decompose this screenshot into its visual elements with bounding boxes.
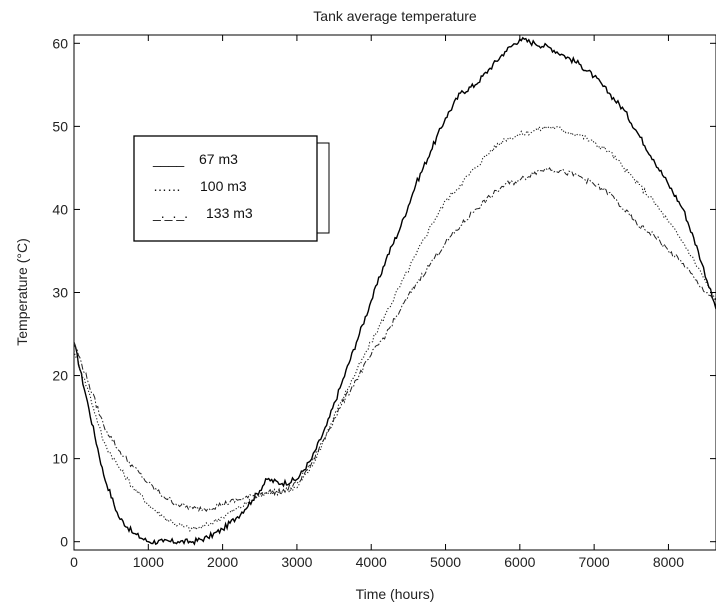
legend-marker-67: ____ bbox=[152, 151, 184, 167]
y-tick-label: 40 bbox=[52, 201, 68, 217]
x-tick-label: 2000 bbox=[207, 554, 238, 570]
x-axis-title: Time (hours) bbox=[356, 586, 435, 602]
x-tick-label: 4000 bbox=[356, 554, 387, 570]
y-tick-label: 50 bbox=[52, 118, 68, 134]
x-tick-label: 3000 bbox=[281, 554, 312, 570]
x-tick-label: 1000 bbox=[133, 554, 164, 570]
legend: ____ 67 m3 …… 100 m3 _._._. 133 m3 bbox=[133, 135, 330, 242]
series-layer bbox=[73, 36, 716, 546]
y-tick-label: 0 bbox=[60, 534, 68, 550]
x-tick-label: 7000 bbox=[579, 554, 610, 570]
x-tick-label: 5000 bbox=[430, 554, 461, 570]
chart-title: Tank average temperature bbox=[313, 8, 477, 24]
series-line-100-m3 bbox=[73, 125, 716, 533]
legend-label-133: 133 m3 bbox=[206, 205, 253, 221]
series-line-133-m3 bbox=[73, 166, 716, 513]
legend-label-100: 100 m3 bbox=[200, 178, 247, 194]
legend-box bbox=[133, 135, 318, 242]
series-line-67-m3 bbox=[73, 36, 716, 546]
legend-marker-133: _._._. bbox=[152, 205, 188, 221]
x-tick-label: 0 bbox=[70, 554, 78, 570]
plot-area bbox=[73, 34, 716, 551]
y-tick-label: 60 bbox=[52, 35, 68, 51]
x-tick-label: 6000 bbox=[504, 554, 535, 570]
legend-shadow bbox=[315, 142, 330, 234]
legend-label-67: 67 m3 bbox=[199, 151, 238, 167]
y-axis-title: Temperature (°C) bbox=[14, 238, 30, 346]
y-tick-label: 20 bbox=[52, 368, 68, 384]
y-tick-label: 30 bbox=[52, 285, 68, 301]
y-tick-label: 10 bbox=[52, 451, 68, 467]
axis-ticks: 0 1000 2000 3000 4000 5000 6000 7000 8000 0 10 20 30… bbox=[52, 35, 716, 570]
legend-marker-100: …… bbox=[153, 178, 181, 194]
x-tick-label: 8000 bbox=[653, 554, 684, 570]
